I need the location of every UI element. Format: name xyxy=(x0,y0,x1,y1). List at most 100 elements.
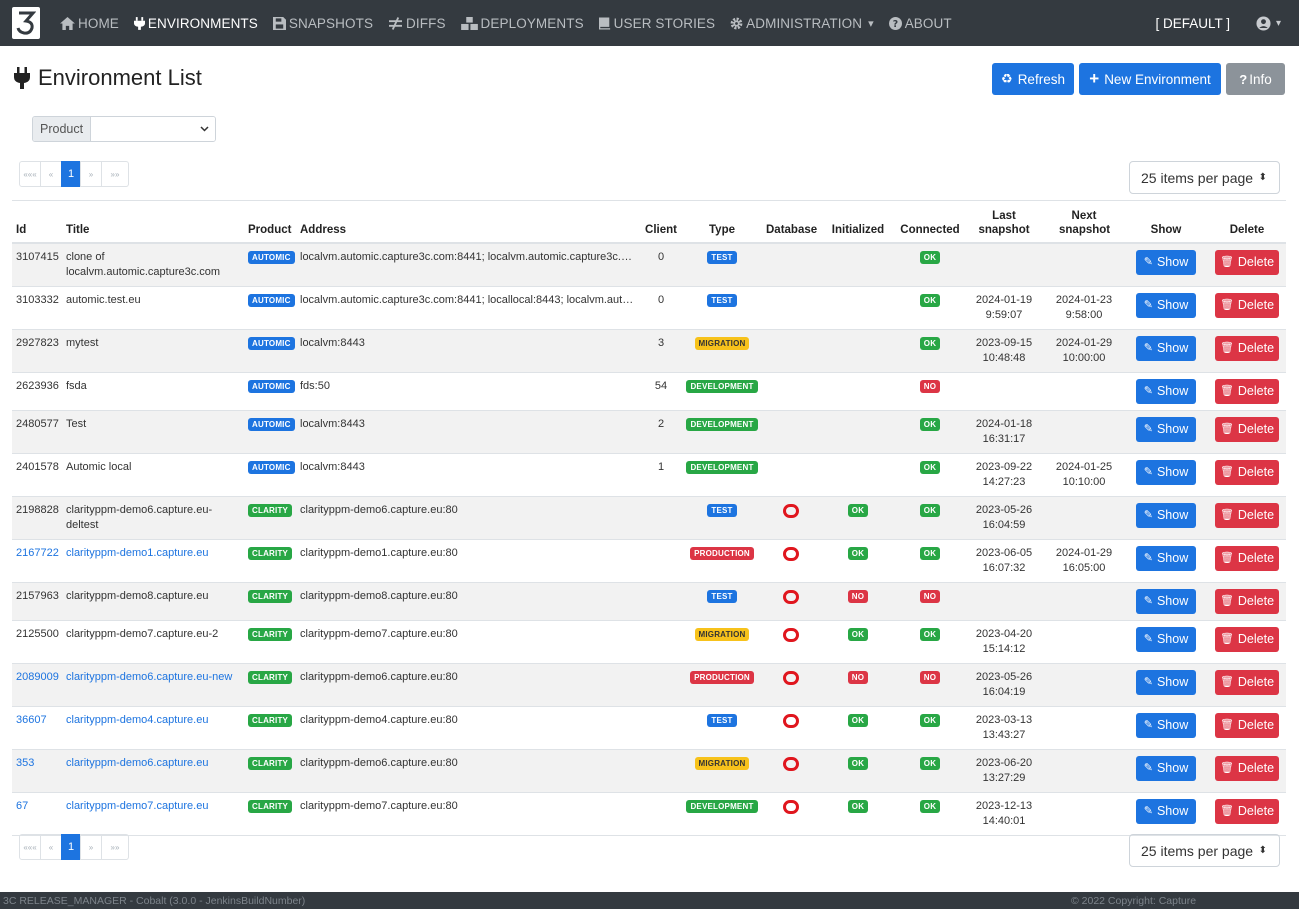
sort-caret-icon: ⬍ xyxy=(1258,845,1267,856)
nav-about[interactable]: ? ABOUT xyxy=(888,16,952,31)
nav-administration[interactable]: ADMINISTRATION ▾ xyxy=(730,16,874,31)
show-button[interactable]: ✎ Show xyxy=(1136,249,1196,275)
page-first-button[interactable]: ««« xyxy=(19,834,41,860)
show-button[interactable]: ✎ Show xyxy=(1136,378,1196,404)
oracle-db-icon xyxy=(783,503,799,518)
table-row: 3103332 automic.test.eu AUTOMIC localvm.aut… xyxy=(12,286,1286,330)
footer-version: 3C RELEASE_MANAGER - Cobalt (3.0.0 - Jen… xyxy=(3,894,306,907)
col-initialized[interactable]: Initialized xyxy=(820,200,896,244)
delete-button[interactable]: 🗑 Delete xyxy=(1215,669,1279,695)
col-id[interactable]: Id xyxy=(12,200,62,244)
cell-address: clarityppm-demo6.capture.eu:80 xyxy=(296,749,640,793)
col-next-snapshot[interactable]: Next snapshot xyxy=(1044,200,1124,244)
new-environment-button[interactable]: + New Environment xyxy=(1079,63,1221,95)
delete-button[interactable]: 🗑 Delete xyxy=(1215,545,1279,571)
cell-database xyxy=(762,372,820,411)
cell-last-snapshot: 2023-03-13 13:43:27 xyxy=(964,706,1044,750)
col-database[interactable]: Database xyxy=(762,200,820,244)
cell-address: clarityppm-demo1.capture.eu:80 xyxy=(296,539,640,583)
nav-user-stories[interactable]: USER STORIES xyxy=(598,16,715,31)
delete-button[interactable]: 🗑 Delete xyxy=(1215,755,1279,781)
delete-button[interactable]: 🗑 Delete xyxy=(1215,292,1279,318)
page-next-button[interactable]: » xyxy=(80,834,102,860)
oracle-db-icon xyxy=(783,589,799,604)
show-button[interactable]: ✎ Show xyxy=(1136,669,1196,695)
product-select[interactable] xyxy=(91,117,216,141)
cell-id: 2125500 xyxy=(12,620,62,664)
page-first-button[interactable]: ««« xyxy=(19,161,41,187)
cell-id[interactable]: 2089009 xyxy=(12,663,62,707)
cell-id[interactable]: 67 xyxy=(12,792,62,836)
page-prev-button[interactable]: « xyxy=(40,834,62,860)
app-logo[interactable] xyxy=(12,7,40,39)
col-title[interactable]: Title xyxy=(62,200,244,244)
cell-title[interactable]: clarityppm-demo4.capture.eu xyxy=(62,706,244,750)
cell-next-snapshot xyxy=(1044,749,1124,793)
page-prev-button[interactable]: « xyxy=(40,161,62,187)
delete-button[interactable]: 🗑 Delete xyxy=(1215,335,1279,361)
cell-show: ✎ Show xyxy=(1124,582,1208,621)
col-connected[interactable]: Connected xyxy=(896,200,964,244)
type-badge: DEVELOPMENT xyxy=(686,379,758,393)
show-button[interactable]: ✎ Show xyxy=(1136,755,1196,781)
col-client[interactable]: Client xyxy=(640,200,682,244)
table-row: 36607 clarityppm-demo4.capture.eu CLARITY c… xyxy=(12,706,1286,750)
cell-title: clarityppm-demo6.capture.eu-deltest xyxy=(62,496,244,540)
col-product[interactable]: Product xyxy=(244,200,296,244)
show-button[interactable]: ✎ Show xyxy=(1136,416,1196,442)
items-per-page-select[interactable]: 25 items per page ⬍ xyxy=(1129,161,1280,194)
show-button[interactable]: ✎ Show xyxy=(1136,459,1196,485)
delete-button[interactable]: 🗑 Delete xyxy=(1215,502,1279,528)
cell-title[interactable]: clarityppm-demo7.capture.eu xyxy=(62,792,244,836)
cell-id[interactable]: 2167722 xyxy=(12,539,62,583)
nav-environments[interactable]: ENVIRONMENTS xyxy=(133,16,258,31)
product-badge: CLARITY xyxy=(248,503,293,517)
delete-button[interactable]: 🗑 Delete xyxy=(1215,459,1279,485)
delete-button[interactable]: 🗑 Delete xyxy=(1215,249,1279,275)
profile-selector[interactable]: [ DEFAULT ] xyxy=(1155,15,1230,31)
page-last-button[interactable]: »» xyxy=(101,161,129,187)
cell-title[interactable]: clarityppm-demo6.capture.eu xyxy=(62,749,244,793)
delete-button[interactable]: 🗑 Delete xyxy=(1215,416,1279,442)
show-button[interactable]: ✎ Show xyxy=(1136,626,1196,652)
page-1-button[interactable]: 1 xyxy=(61,161,81,187)
delete-button[interactable]: 🗑 Delete xyxy=(1215,588,1279,614)
show-button[interactable]: ✎ Show xyxy=(1136,588,1196,614)
show-button[interactable]: ✎ Show xyxy=(1136,335,1196,361)
cell-show: ✎ Show xyxy=(1124,749,1208,793)
page-last-button[interactable]: »» xyxy=(101,834,129,860)
delete-button[interactable]: 🗑 Delete xyxy=(1215,712,1279,738)
refresh-button[interactable]: ♻ Refresh xyxy=(992,63,1074,95)
nav-home[interactable]: HOME xyxy=(60,16,119,31)
cell-id[interactable]: 36607 xyxy=(12,706,62,750)
delete-button[interactable]: 🗑 Delete xyxy=(1215,378,1279,404)
cell-title[interactable]: clarityppm-demo6.capture.eu-new xyxy=(62,663,244,707)
show-button[interactable]: ✎ Show xyxy=(1136,545,1196,571)
type-badge: TEST xyxy=(707,293,737,307)
delete-button[interactable]: 🗑 Delete xyxy=(1215,798,1279,824)
page-1-button[interactable]: 1 xyxy=(61,834,81,860)
connected-badge: NO xyxy=(919,670,941,684)
page-next-button[interactable]: » xyxy=(80,161,102,187)
delete-button[interactable]: 🗑 Delete xyxy=(1215,626,1279,652)
nav-deployments[interactable]: DEPLOYMENTS xyxy=(460,16,584,31)
show-button[interactable]: ✎ Show xyxy=(1136,712,1196,738)
environment-table: Id Title Product Address Client Type Dat… xyxy=(12,200,1286,836)
nav-snapshots[interactable]: SNAPSHOTS xyxy=(272,16,373,31)
cell-show: ✎ Show xyxy=(1124,453,1208,497)
show-button[interactable]: ✎ Show xyxy=(1136,798,1196,824)
show-button[interactable]: ✎ Show xyxy=(1136,292,1196,318)
col-last-snapshot[interactable]: Last snapshot xyxy=(964,200,1044,244)
cell-id[interactable]: 353 xyxy=(12,749,62,793)
cell-title[interactable]: clarityppm-demo1.capture.eu xyxy=(62,539,244,583)
nav-diffs[interactable]: DIFFS xyxy=(388,16,446,31)
items-per-page-select[interactable]: 25 items per page ⬍ xyxy=(1129,834,1280,867)
user-menu[interactable]: ▾ xyxy=(1256,15,1281,31)
col-type[interactable]: Type xyxy=(682,200,762,244)
initialized-badge: OK xyxy=(847,546,869,560)
show-button[interactable]: ✎ Show xyxy=(1136,502,1196,528)
col-address[interactable]: Address xyxy=(296,200,640,244)
product-badge: CLARITY xyxy=(248,799,293,813)
info-button[interactable]: ? Info xyxy=(1226,63,1285,95)
cell-type: MIGRATION xyxy=(682,749,762,793)
